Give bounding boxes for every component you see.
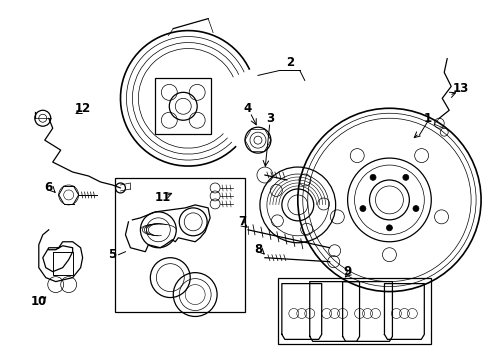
Text: 4: 4 xyxy=(244,102,252,115)
Text: 8: 8 xyxy=(253,243,262,256)
Text: 11: 11 xyxy=(154,192,170,204)
Text: 5: 5 xyxy=(108,248,117,261)
Bar xyxy=(155,78,211,134)
Circle shape xyxy=(369,174,375,180)
Circle shape xyxy=(402,174,408,180)
Text: 12: 12 xyxy=(74,102,91,115)
Text: 6: 6 xyxy=(44,181,53,194)
Text: 3: 3 xyxy=(265,112,273,125)
Text: 1: 1 xyxy=(423,112,430,125)
Circle shape xyxy=(359,206,365,212)
Text: 2: 2 xyxy=(285,56,293,69)
Text: 9: 9 xyxy=(343,265,351,278)
Bar xyxy=(277,278,430,345)
Circle shape xyxy=(412,206,418,212)
Circle shape xyxy=(386,225,392,231)
Text: 10: 10 xyxy=(31,295,47,308)
Bar xyxy=(115,178,244,312)
Text: 13: 13 xyxy=(452,82,468,95)
Text: 7: 7 xyxy=(238,215,245,228)
